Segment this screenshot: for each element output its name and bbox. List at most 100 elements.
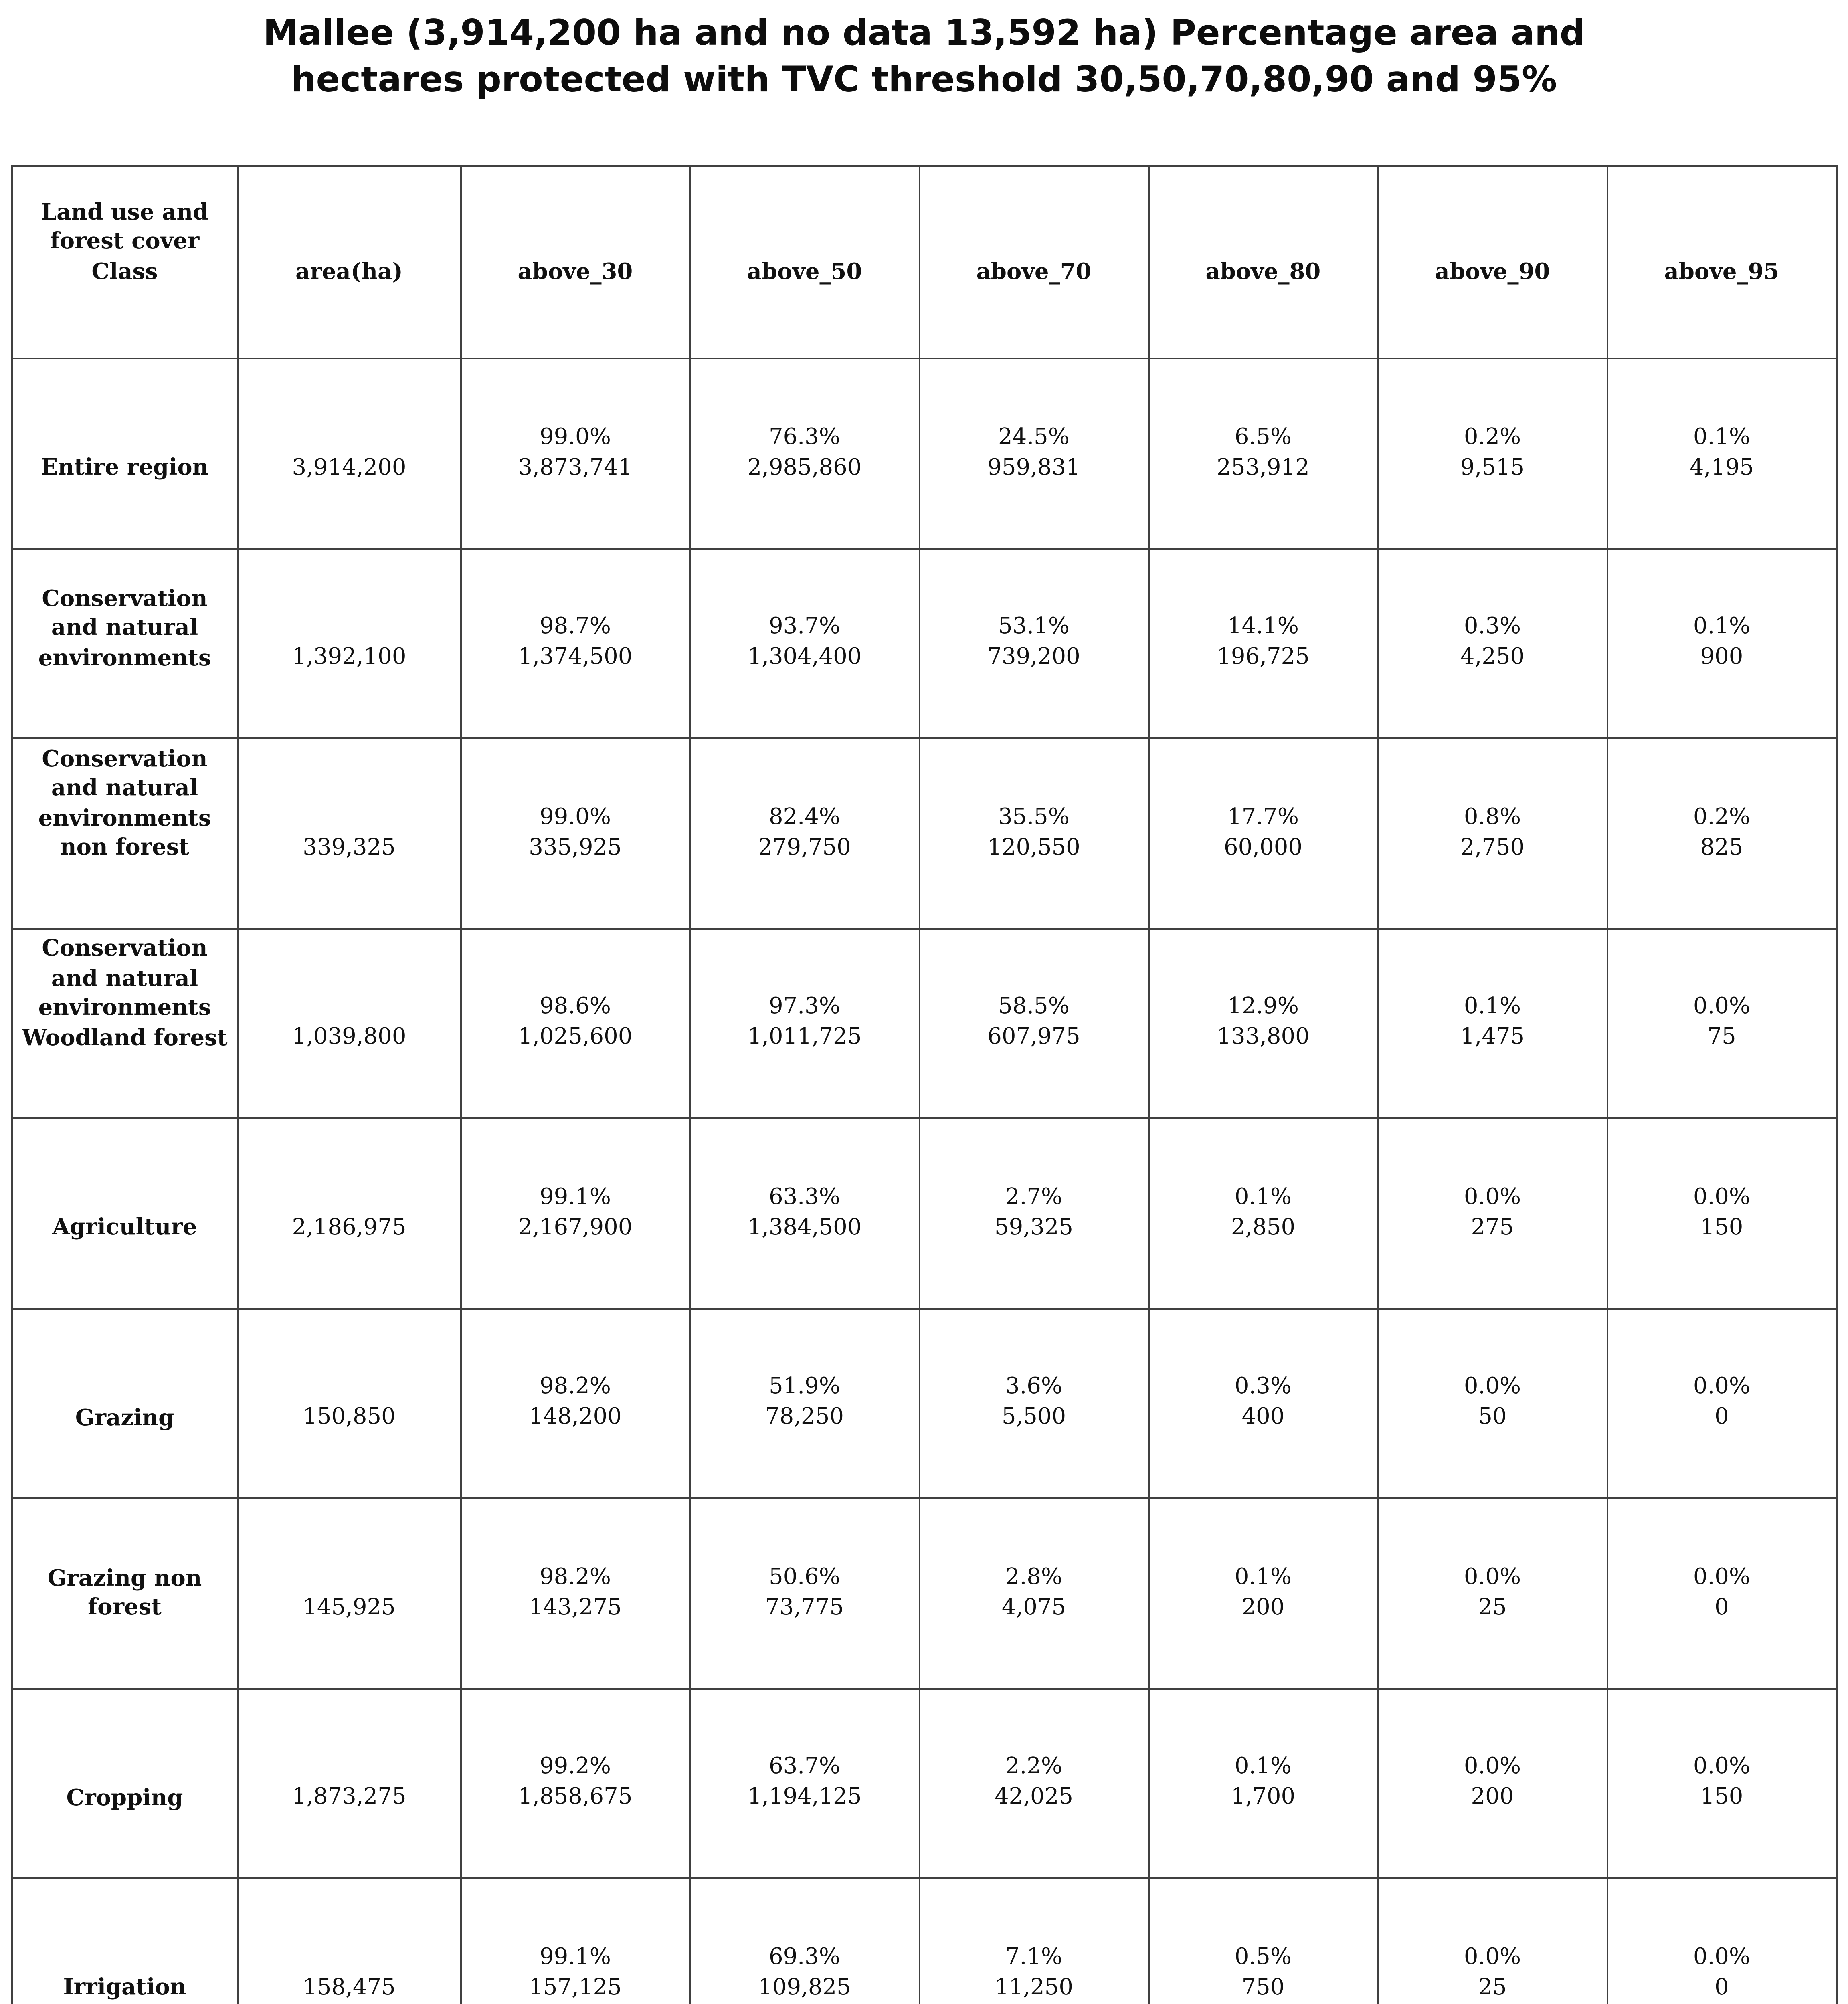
percent-value: 0.1% [1234, 1754, 1292, 1780]
column-header: above_90 [1377, 165, 1608, 360]
hectares-value: 133,800 [1217, 1024, 1310, 1050]
percent-value: 0.2% [1464, 424, 1521, 450]
threshold-cell: 0.0% 25 [1377, 1497, 1608, 1689]
hectares-value: 739,200 [987, 644, 1080, 671]
percent-value: 98.2% [540, 1374, 611, 1400]
column-header: above_70 [918, 165, 1149, 360]
percent-value: 0.5% [1234, 1944, 1292, 1970]
threshold-cell: 97.3% 1,011,725 [689, 927, 920, 1119]
percent-value: 50.6% [769, 1564, 840, 1590]
percent-value: 0.0% [1693, 1374, 1751, 1400]
percent-value: 98.6% [540, 994, 611, 1020]
hectares-value: 78,250 [765, 1404, 844, 1430]
hectares-value: 253,912 [1217, 455, 1310, 481]
threshold-cell: 0.0% 0 [1606, 1497, 1837, 1689]
percent-value: 0.0% [1464, 1944, 1521, 1970]
page-title-line1: Mallee (3,914,200 ha and no data 13,592 … [263, 14, 1585, 55]
area-ha-cell: 1,039,800 [237, 927, 461, 1119]
percent-value: 69.3% [769, 1944, 840, 1970]
hectares-value: 1,858,675 [518, 1784, 633, 1810]
hectares-value: 900 [1700, 644, 1743, 671]
row-class-label: Conservation and natural environments Wo… [11, 927, 239, 1119]
threshold-cell: 0.3% 400 [1148, 1307, 1379, 1499]
hectares-value: 150 [1700, 1784, 1743, 1810]
area-ha-cell: 3,914,200 [237, 358, 461, 549]
hectares-value: 275 [1471, 1214, 1514, 1240]
threshold-cell: 58.5% 607,975 [918, 927, 1149, 1119]
hectares-value: 3,873,741 [518, 455, 633, 481]
hectares-value: 825 [1700, 834, 1743, 861]
hectares-value: 2,850 [1231, 1214, 1296, 1240]
threshold-cell: 0.0% 200 [1377, 1687, 1608, 1879]
table-row: Grazing non forest 145,925 98.2% 143,275 50.… [11, 1497, 1837, 1689]
percent-value: 7.1% [1005, 1944, 1063, 1970]
hectares-value: 1,700 [1231, 1784, 1296, 1810]
hectares-value: 2,985,860 [747, 455, 862, 481]
threshold-cell: 0.0% 0 [1606, 1307, 1837, 1499]
row-class-label: Cropping [11, 1687, 239, 1879]
threshold-cell: 2.2% 42,025 [918, 1687, 1149, 1879]
percent-value: 0.2% [1693, 804, 1751, 830]
hectares-value: 1,475 [1460, 1024, 1525, 1050]
threshold-cell: 98.2% 148,200 [460, 1307, 691, 1499]
table-row: Entire region 3,914,200 99.0% 3,873,741 76.3… [11, 358, 1837, 549]
hectares-value: 25 [1478, 1594, 1507, 1620]
threshold-cell: 99.2% 1,858,675 [460, 1687, 691, 1879]
hectares-value: 4,195 [1689, 455, 1754, 481]
threshold-cell: 0.0% 75 [1606, 927, 1837, 1119]
threshold-cell: 98.2% 143,275 [460, 1497, 691, 1689]
hectares-value: 1,011,725 [747, 1024, 862, 1050]
hectares-value: 2,750 [1460, 834, 1525, 861]
hectares-value: 279,750 [758, 834, 851, 861]
hectares-value: 959,831 [987, 455, 1080, 481]
hectares-value: 1,384,500 [747, 1214, 862, 1240]
threshold-cell: 12.9% 133,800 [1148, 927, 1379, 1119]
percent-value: 99.2% [540, 1754, 611, 1780]
page-title-line2: hectares protected with TVC threshold 30… [291, 60, 1557, 101]
threshold-cell: 0.1% 2,850 [1148, 1117, 1379, 1309]
column-header: Land use and forest cover Class [11, 165, 239, 360]
percent-value: 97.3% [769, 994, 840, 1020]
percent-value: 99.0% [540, 804, 611, 830]
table-row: Irrigation 158,475 99.1% 157,125 69.3% 109,82… [11, 1877, 1837, 2004]
threshold-cell: 0.1% 4,195 [1606, 358, 1837, 549]
percent-value: 6.5% [1234, 424, 1292, 450]
table-header-row: Land use and forest cover Class area(ha) a… [11, 165, 1837, 360]
hectares-value: 1,194,125 [747, 1784, 862, 1810]
hectares-value: 335,925 [529, 834, 622, 861]
percent-value: 0.0% [1693, 1184, 1751, 1210]
threshold-cell: 82.4% 279,750 [689, 737, 920, 929]
hectares-value: 5,500 [1001, 1404, 1066, 1430]
hectares-value: 109,825 [758, 1974, 851, 2000]
row-class-label: Grazing non forest [11, 1497, 239, 1689]
hectares-value: 400 [1241, 1404, 1285, 1430]
hectares-value: 50 [1478, 1404, 1507, 1430]
percent-value: 76.3% [769, 424, 840, 450]
percent-value: 0.1% [1234, 1184, 1292, 1210]
hectares-value: 1,025,600 [518, 1024, 633, 1050]
threshold-cell: 63.3% 1,384,500 [689, 1117, 920, 1309]
percent-value: 0.1% [1464, 994, 1521, 1020]
table-row: Conservation and natural environments 1,3… [11, 547, 1837, 739]
column-header: above_95 [1606, 165, 1837, 360]
threshold-cell: 0.0% 25 [1377, 1877, 1608, 2004]
percent-value: 58.5% [998, 994, 1070, 1020]
threshold-cell: 53.1% 739,200 [918, 547, 1149, 739]
hectares-value: 200 [1471, 1784, 1514, 1810]
percent-value: 0.1% [1234, 1564, 1292, 1590]
area-ha-cell: 158,475 [237, 1877, 461, 2004]
percent-value: 0.3% [1234, 1374, 1292, 1400]
percent-value: 0.1% [1693, 614, 1751, 640]
percent-value: 2.7% [1005, 1184, 1063, 1210]
threshold-cell: 2.8% 4,075 [918, 1497, 1149, 1689]
results-table: Land use and forest cover Class area(ha) a… [11, 165, 1837, 2004]
percent-value: 3.6% [1005, 1374, 1063, 1400]
hectares-value: 196,725 [1217, 644, 1310, 671]
threshold-cell: 99.0% 335,925 [460, 737, 691, 929]
percent-value: 63.7% [769, 1754, 840, 1780]
hectares-value: 75 [1707, 1024, 1736, 1050]
hectares-value: 2,167,900 [518, 1214, 633, 1240]
column-header: above_50 [689, 165, 920, 360]
threshold-cell: 0.0% 150 [1606, 1687, 1837, 1879]
